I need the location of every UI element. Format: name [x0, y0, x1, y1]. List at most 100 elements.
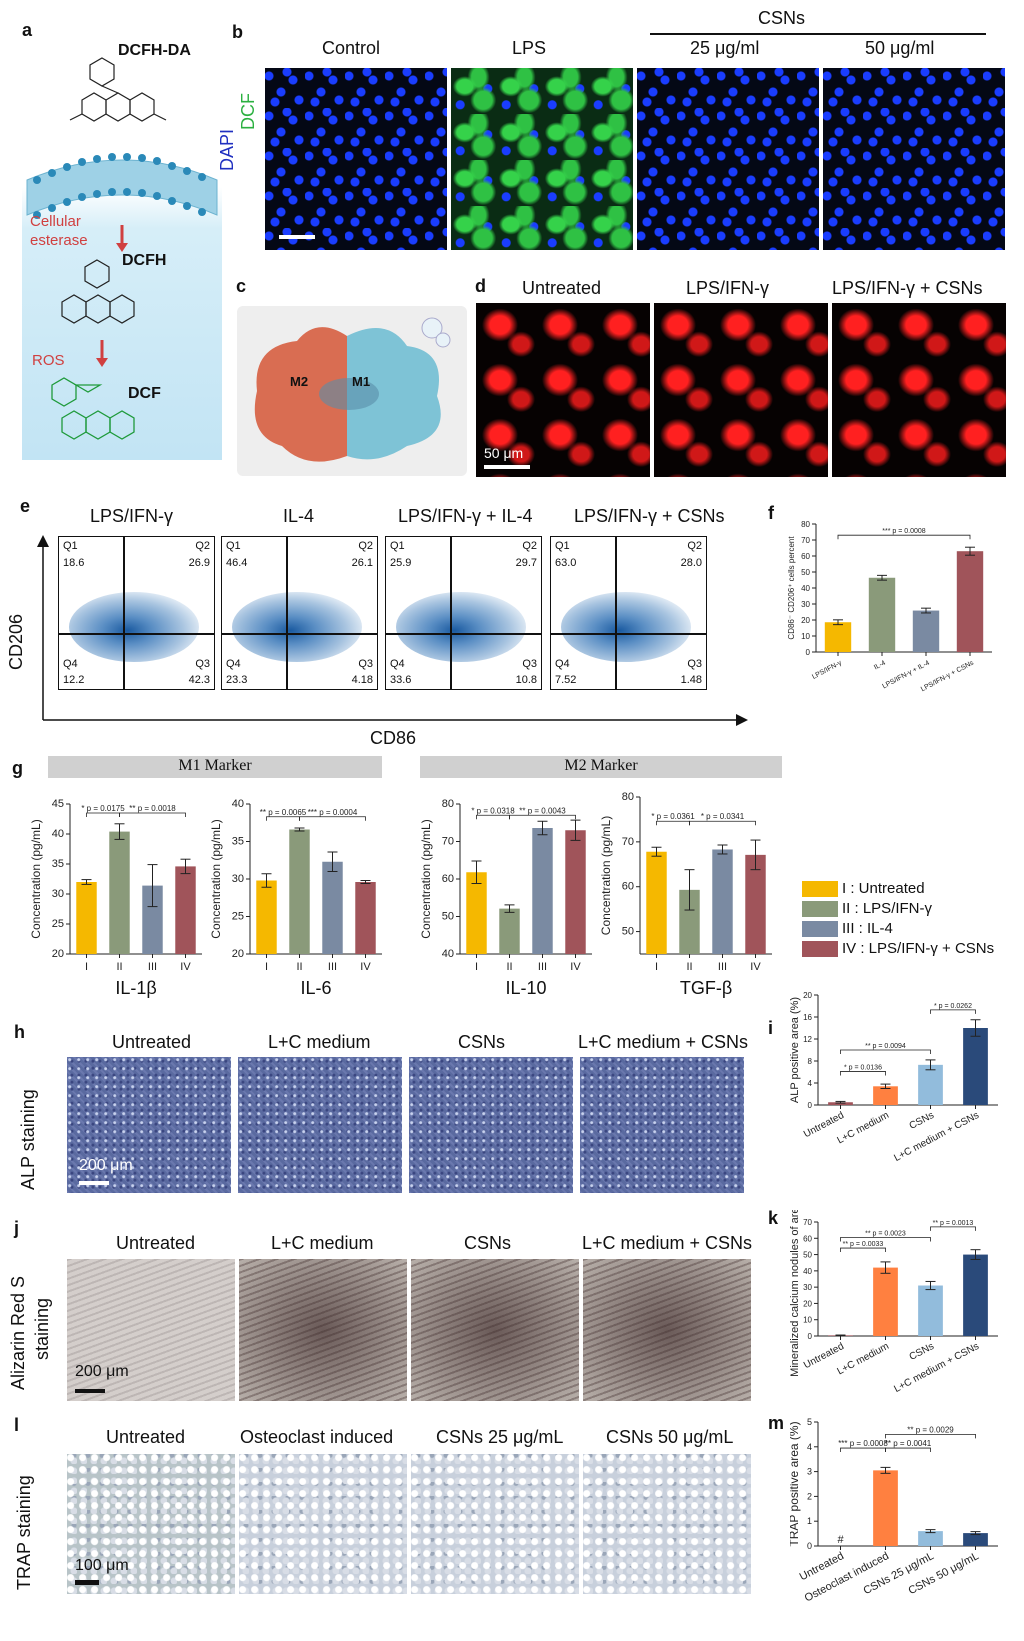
panel-label-b: b — [232, 22, 243, 42]
legend-label: I : Untreated — [842, 880, 925, 898]
y-tick-label: 30 — [52, 888, 64, 900]
y-tick-label: 20 — [803, 1299, 812, 1308]
panel-label-f: f — [768, 503, 774, 523]
bar — [963, 1254, 988, 1336]
y-axis-title: Concentration (pg/mL) — [29, 819, 43, 938]
significance-pvalue: ** p = 0.0013 — [933, 1220, 974, 1227]
quadrant-value: 25.9 — [390, 557, 412, 569]
j-col-2: L+C medium — [271, 1233, 374, 1253]
quadrant-name: Q4 — [226, 658, 241, 670]
scale-text-l: 100 μm — [75, 1557, 129, 1574]
y-tick-label: 16 — [803, 1013, 812, 1022]
x-tick-label: CSNs — [908, 1341, 936, 1363]
j-col-3: CSNs — [464, 1233, 512, 1253]
scale-text-d: 50 μm — [484, 445, 524, 461]
quadrant-divider-h — [59, 633, 214, 635]
quadrant-value: 7.52 — [555, 674, 577, 686]
quadrant-value: 26.9 — [188, 557, 210, 569]
bar — [745, 854, 766, 954]
micrograph-j-untreated: 200 μm — [67, 1259, 235, 1401]
quadrant-name: Q3 — [358, 658, 373, 670]
csns-group-header: CSNs — [758, 8, 806, 28]
ars-row-label-1: Alizarin Red S — [8, 1275, 28, 1390]
y-axis-title: CD86⁻ CD206⁺ cells percent — [788, 536, 796, 640]
l-col-4: CSNs 50 μg/mL — [606, 1427, 734, 1447]
bar — [712, 849, 733, 954]
y-tick-label: 10 — [801, 632, 810, 641]
y-tick-label: 50 — [442, 911, 454, 923]
bar — [289, 829, 310, 954]
bar — [355, 882, 376, 954]
m1-label: M1 — [352, 374, 371, 389]
significance-bracket — [119, 812, 186, 817]
e-col-2: IL-4 — [283, 506, 315, 526]
micrograph-d-lps-csns — [832, 303, 1006, 477]
dcf-channel-label: DCF — [238, 93, 258, 130]
x-tick-label: I — [655, 961, 658, 973]
legend-swatch — [802, 920, 838, 937]
dapi-channel-label: DAPI — [217, 128, 237, 171]
quadrant-name: Q3 — [522, 658, 537, 670]
y-tick-label: 4 — [808, 1079, 813, 1088]
panel-label-j: j — [14, 1218, 20, 1238]
y-tick-label: 10 — [803, 1316, 812, 1325]
y-tick-label: 40 — [801, 584, 810, 593]
significance-pvalue: *** p = 0.0004 — [308, 808, 358, 817]
legend-swatch — [802, 900, 838, 917]
bar — [868, 577, 896, 652]
bar — [873, 1470, 898, 1546]
d-col-lps: LPS/IFN-γ — [686, 278, 770, 298]
l-col-3: CSNs 25 μg/mL — [436, 1427, 564, 1447]
significance-bracket — [840, 1447, 886, 1453]
significance-bracket — [266, 816, 300, 821]
bar — [873, 1086, 898, 1105]
micrograph-h-csns — [409, 1057, 573, 1193]
micrograph-d-lps — [654, 303, 828, 477]
flow-axes — [37, 535, 748, 726]
y-tick-label: 0 — [808, 1332, 813, 1341]
scale-bar-j — [75, 1389, 105, 1393]
significance-pvalue: * p = 0.0341 — [701, 812, 745, 821]
h-col-3: CSNs — [458, 1032, 506, 1052]
flow-plot-1: Q1 18.6 Q2 26.9 Q4 12.2 Q3 42.3 — [58, 536, 215, 690]
quadrant-divider-h — [222, 633, 377, 635]
significance-bracket — [930, 1009, 976, 1014]
micrograph-b-25 — [637, 68, 819, 250]
legend-label: III : IL-4 — [842, 920, 893, 938]
y-tick-label: 50 — [801, 568, 810, 577]
j-col-4: L+C medium + CSNs — [582, 1233, 753, 1253]
quadrant-name: Q2 — [687, 540, 702, 552]
micrograph-l-csns50 — [583, 1454, 751, 1594]
significance-pvalue: * p = 0.0262 — [934, 1003, 972, 1010]
quadrant-name: Q3 — [687, 658, 702, 670]
panel-label-e: e — [20, 496, 31, 516]
macrophage-schematic — [237, 306, 467, 476]
micrograph-j-lc — [239, 1259, 407, 1401]
micrograph-l-csns25 — [411, 1454, 579, 1594]
x-tick-label: III — [328, 961, 337, 973]
y-tick-label: 30 — [232, 873, 244, 885]
j-col-1: Untreated — [116, 1233, 196, 1253]
density-cloud — [396, 592, 526, 662]
quadrant-value: 18.6 — [63, 557, 85, 569]
x-tick-label: LPS/IFN-γ — [811, 659, 843, 681]
e-col-1: LPS/IFN-γ — [90, 506, 174, 526]
b-col-50: 50 μg/ml — [865, 38, 935, 58]
membrane-illustration — [26, 57, 218, 440]
e-col-3: LPS/IFN-γ + IL-4 — [398, 506, 533, 526]
significance-bracket — [930, 1226, 976, 1231]
ars-row-label-2: staining — [32, 1297, 52, 1360]
bar — [322, 861, 343, 954]
quadrant-name: Q1 — [555, 540, 570, 552]
quadrant-name: Q1 — [226, 540, 241, 552]
micrograph-j-lc-csns — [583, 1259, 751, 1401]
dcf-structure — [51, 377, 135, 440]
y-tick-label: 40 — [442, 948, 454, 960]
micrograph-b-50 — [823, 68, 1005, 250]
quadrant-value: 42.3 — [188, 674, 210, 686]
significance-pvalue: * p = 0.0136 — [844, 1064, 882, 1071]
x-tick-label: L+C medium + CSNs — [892, 1341, 981, 1395]
